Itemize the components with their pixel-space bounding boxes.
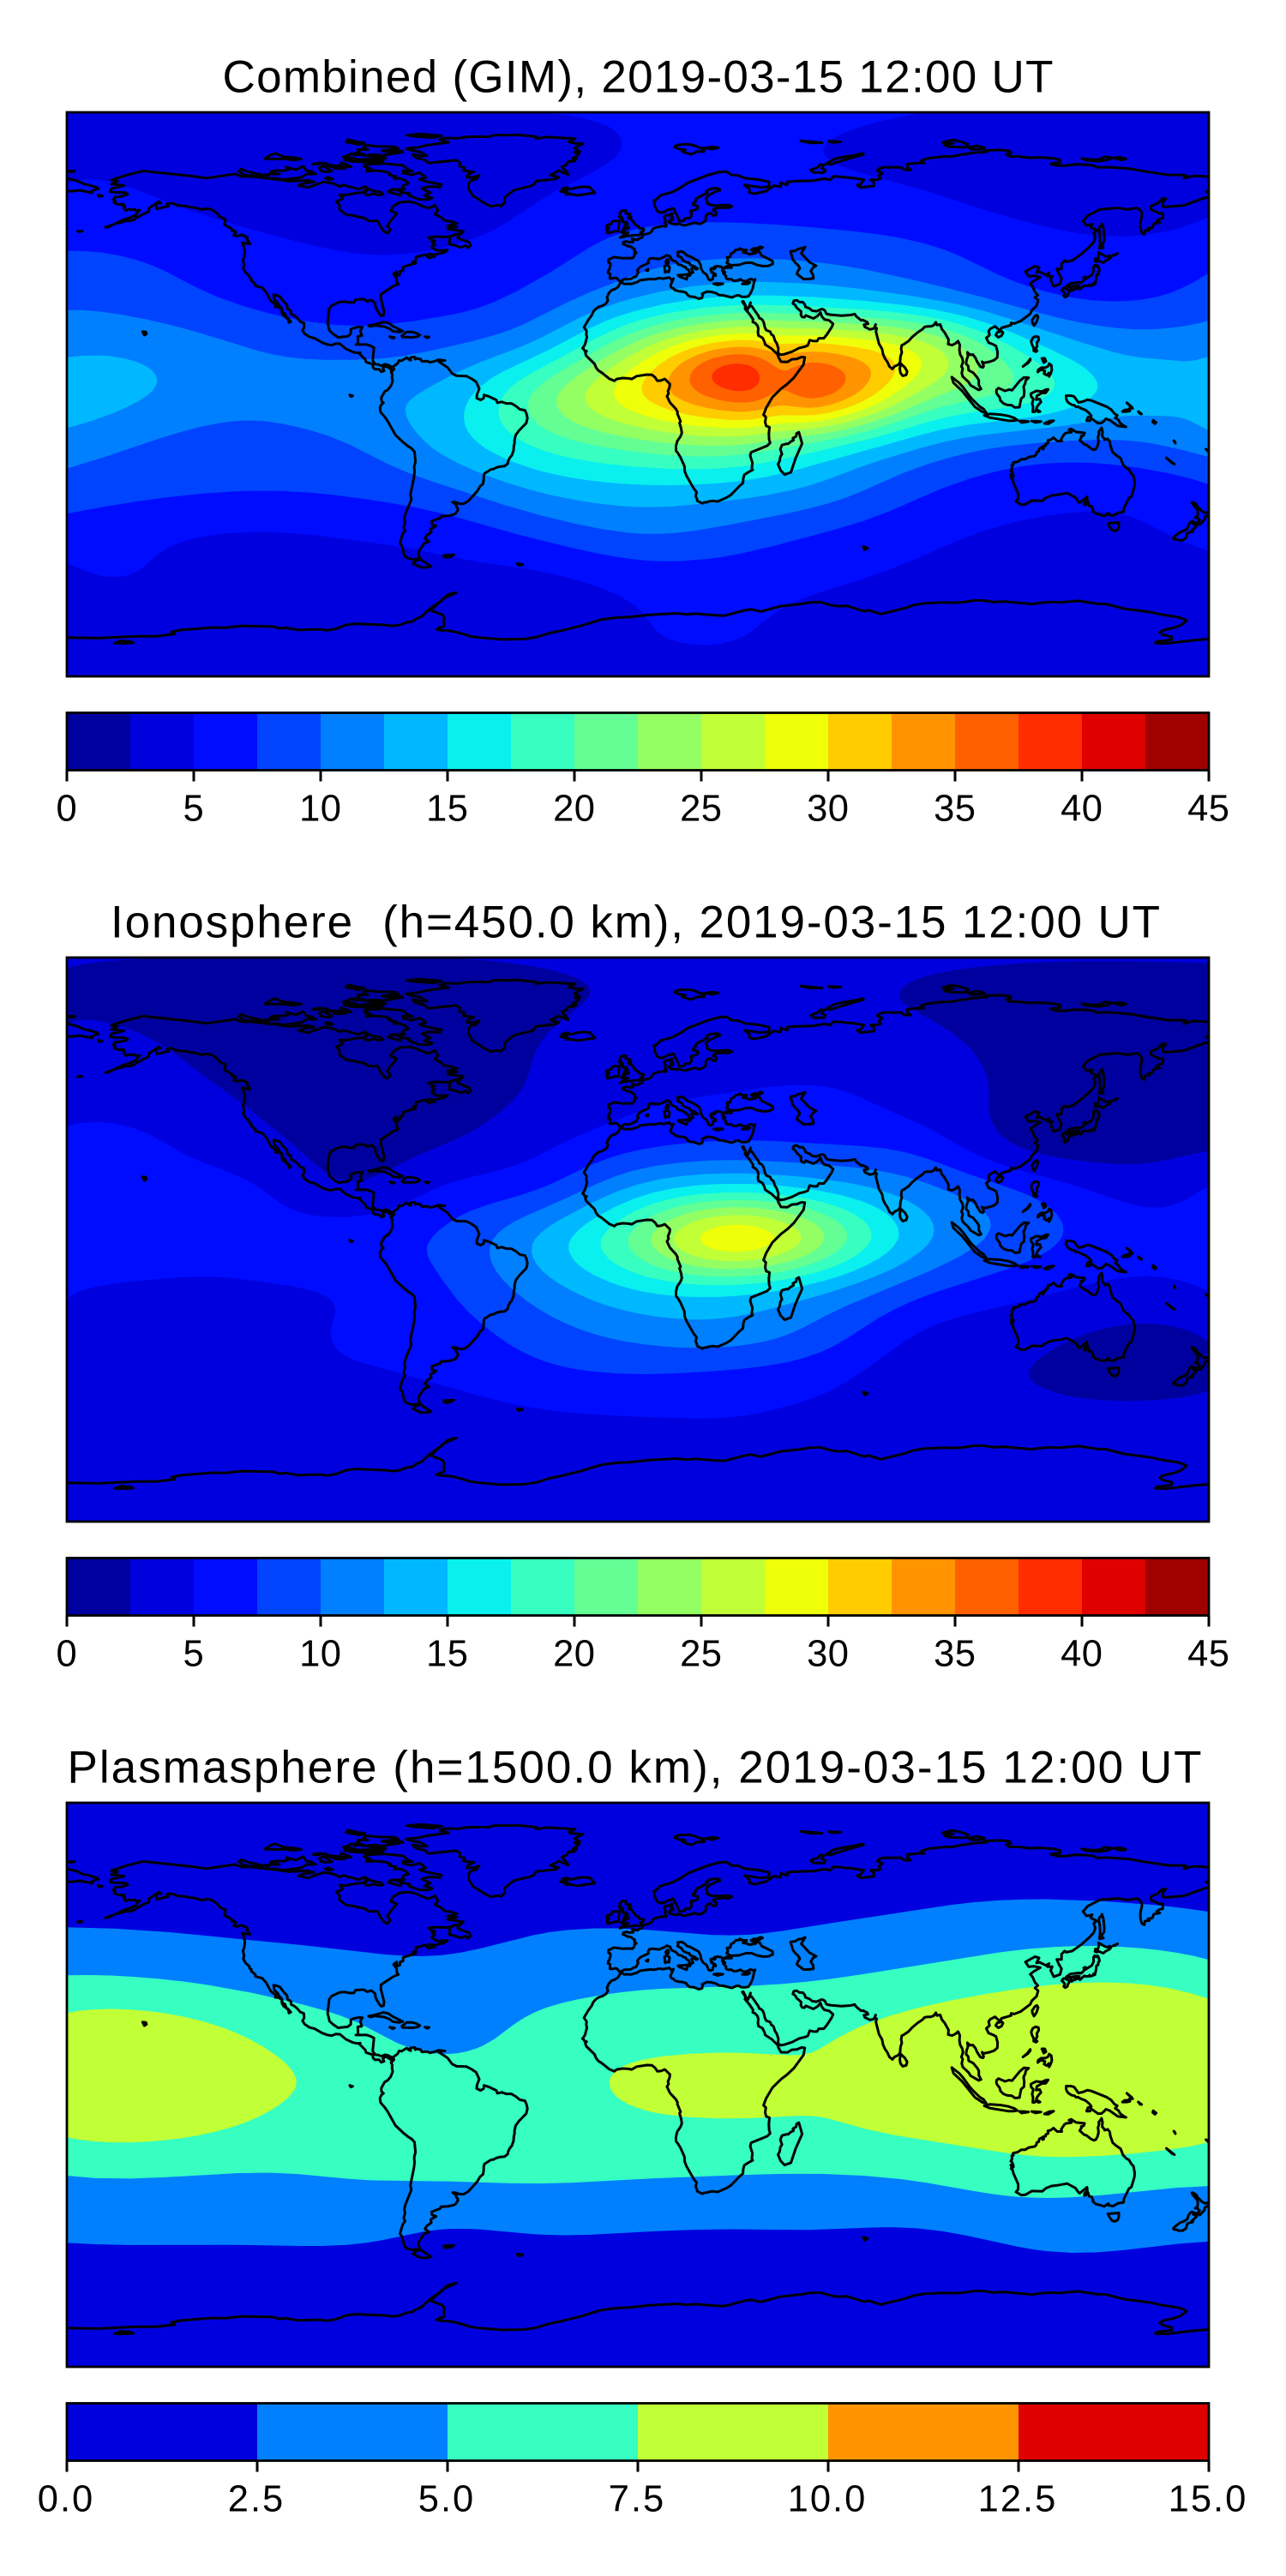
svg-text:0: 0: [56, 1634, 77, 1675]
svg-text:10: 10: [299, 789, 341, 830]
svg-text:10.0: 10.0: [788, 2479, 868, 2520]
svg-text:0: 0: [56, 789, 77, 830]
svg-text:20: 20: [553, 789, 595, 830]
svg-text:30: 30: [807, 789, 849, 830]
svg-text:45: 45: [1187, 789, 1229, 830]
svg-text:2.5: 2.5: [228, 2479, 285, 2520]
svg-text:30: 30: [807, 1634, 849, 1675]
svg-text:7.5: 7.5: [609, 2479, 665, 2520]
svg-text:35: 35: [934, 1634, 976, 1675]
svg-text:12.5: 12.5: [978, 2479, 1058, 2520]
svg-text:40: 40: [1061, 1634, 1103, 1675]
svg-text:35: 35: [934, 789, 976, 830]
svg-text:0.0: 0.0: [38, 2479, 94, 2520]
svg-text:Combined (GIM), 2019-03-15 12:: Combined (GIM), 2019-03-15 12:00 UT: [223, 51, 1054, 102]
svg-text:15: 15: [426, 1634, 468, 1675]
svg-text:Plasmasphere (h=1500.0 km), 20: Plasmasphere (h=1500.0 km), 2019-03-15 1…: [68, 1742, 1202, 1792]
svg-text:5: 5: [183, 1634, 204, 1675]
svg-text:20: 20: [553, 1634, 595, 1675]
svg-text:45: 45: [1187, 1634, 1229, 1675]
svg-text:15: 15: [426, 789, 468, 830]
svg-text:5: 5: [183, 789, 204, 830]
svg-text:40: 40: [1061, 789, 1103, 830]
svg-text:Ionosphere (h=450.0 km), 2019: Ionosphere (h=450.0 km), 2019-03-15 12:0…: [111, 897, 1160, 947]
svg-text:15.0: 15.0: [1169, 2479, 1248, 2520]
svg-text:5.0: 5.0: [418, 2479, 475, 2520]
svg-text:25: 25: [680, 789, 722, 830]
svg-text:25: 25: [680, 1634, 722, 1675]
svg-text:10: 10: [299, 1634, 341, 1675]
